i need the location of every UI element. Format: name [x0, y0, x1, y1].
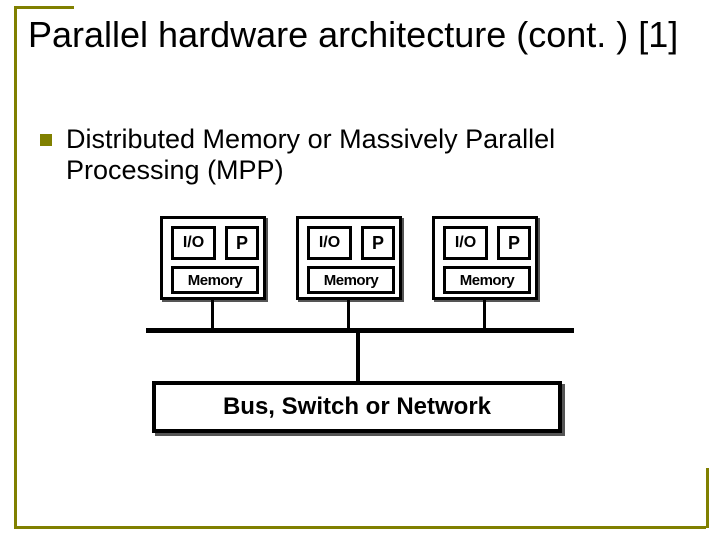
drop-line: [483, 300, 486, 328]
processing-node: I/O P Memory: [296, 216, 402, 300]
slide-title: Parallel hardware architecture (cont. ) …: [28, 14, 698, 55]
accent-rule-top: [14, 6, 74, 9]
io-box: I/O: [307, 226, 352, 260]
io-box: I/O: [443, 226, 488, 260]
bullet-square-icon: [40, 134, 52, 146]
interconnect-label: Bus, Switch or Network: [223, 393, 491, 421]
bus-line: [146, 328, 574, 333]
processor-box: P: [225, 226, 259, 260]
memory-box: Memory: [307, 266, 395, 294]
memory-box: Memory: [443, 266, 531, 294]
processing-node: I/O P Memory: [432, 216, 538, 300]
accent-rule-bottom: [14, 526, 706, 529]
accent-rule-right: [706, 468, 709, 528]
memory-box: Memory: [171, 266, 259, 294]
drop-line: [211, 300, 214, 328]
processor-box: P: [497, 226, 531, 260]
mpp-diagram: I/O P Memory I/O P Memory I/O P Memory: [130, 216, 590, 466]
processing-node: I/O P Memory: [160, 216, 266, 300]
io-box: I/O: [171, 226, 216, 260]
bullet-item: Distributed Memory or Massively Parallel…: [40, 124, 680, 186]
processor-box: P: [361, 226, 395, 260]
accent-rule-left: [14, 6, 17, 526]
drop-line: [347, 300, 350, 328]
interconnect-box: Bus, Switch or Network: [152, 381, 562, 433]
center-drop-line: [356, 333, 360, 381]
bullet-text: Distributed Memory or Massively Parallel…: [66, 124, 680, 186]
